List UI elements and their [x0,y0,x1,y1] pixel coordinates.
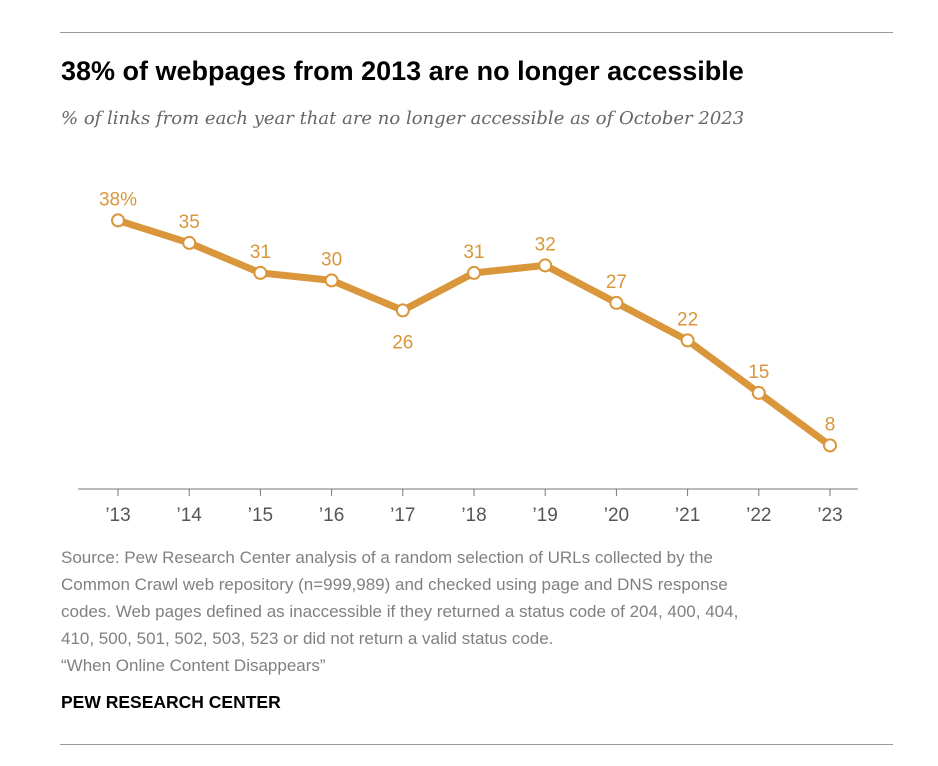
data-label: 35 [179,212,200,233]
data-point [751,385,766,400]
data-point [680,333,695,348]
top-rule [60,32,893,33]
data-label: 27 [606,272,627,293]
source-line: codes. Web pages defined as inaccessible… [61,602,739,621]
data-points [111,213,837,453]
source-line: Source: Pew Research Center analysis of … [61,548,713,567]
data-labels: 38% 35 31 30 26 31 32 27 22 15 8 [99,189,835,435]
bottom-rule [60,744,893,745]
x-tick-label: ’22 [746,505,771,526]
x-tick-label: ’14 [177,505,203,526]
data-point [538,258,553,273]
data-point [253,265,268,280]
x-axis-tick-labels: ’13 ’14 ’15 ’16 ’17 ’18 ’19 ’20 ’21 ’22 ’23 [105,505,842,526]
data-point [823,438,837,453]
x-tick-label: ’17 [390,505,415,526]
chart-title: 38% of webpages from 2013 are no longer … [61,56,744,86]
data-point [182,235,197,250]
data-point [395,303,410,318]
data-label: 38% [99,189,137,210]
data-point [467,265,481,280]
x-tick-label: ’23 [817,505,842,526]
data-label: 15 [748,362,769,383]
report-title: “When Online Content Disappears” [61,656,326,675]
data-point [324,273,339,288]
x-tick-label: ’21 [675,505,700,526]
data-label: 26 [392,332,413,353]
x-tick-label: ’20 [604,505,629,526]
data-label: 30 [321,249,342,270]
source-line: 410, 500, 501, 502, 503, 523 or did not … [61,629,554,648]
x-tick-label: ’18 [461,505,486,526]
data-label: 8 [825,414,836,435]
chart-subtitle: % of links from each year that are no lo… [61,108,745,129]
data-label: 31 [250,242,271,263]
data-point [609,295,624,310]
x-tick-label: ’19 [533,505,558,526]
x-tick-label: ’16 [319,505,344,526]
x-tick-label: ’13 [105,505,130,526]
data-label: 32 [535,234,556,255]
data-point [111,213,125,228]
x-tick-label: ’15 [248,505,273,526]
x-axis-ticks [117,489,831,496]
brand-name: PEW RESEARCH CENTER [61,692,281,712]
line-chart: ’13’14’15’16’17’18’19’20’21’22’23 38%353… [78,189,858,526]
data-label: 22 [677,309,698,330]
source-notes: Source: Pew Research Center analysis of … [61,544,891,679]
source-line: Common Crawl web repository (n=999,989) … [61,575,728,594]
data-label: 31 [463,242,484,263]
